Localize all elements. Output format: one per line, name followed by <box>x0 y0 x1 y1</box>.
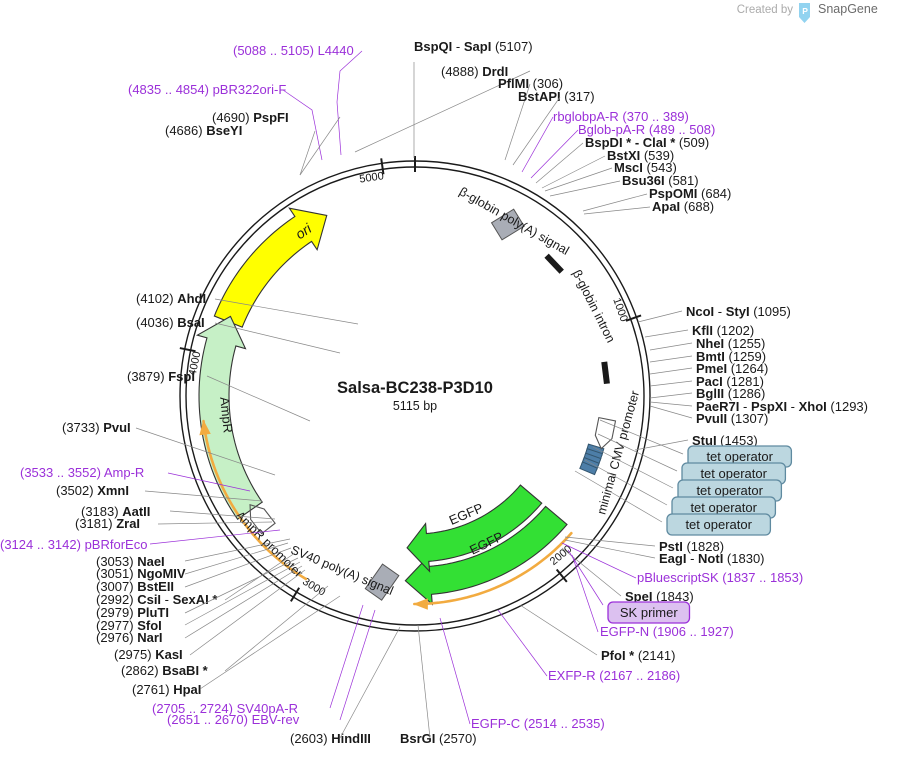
svg-text:(2862) BsaBI *: (2862) BsaBI * <box>121 663 209 678</box>
svg-text:tet operator: tet operator <box>690 500 757 515</box>
svg-text:tet operator: tet operator <box>685 517 752 532</box>
svg-text:EGFP-C (2514 .. 2535): EGFP-C (2514 .. 2535) <box>471 716 605 731</box>
svg-text:(4102) AhdI: (4102) AhdI <box>136 291 206 306</box>
svg-text:PvuII (1307): PvuII (1307) <box>696 411 768 426</box>
svg-text:(3124 .. 3142) pBRforEco: (3124 .. 3142) pBRforEco <box>0 537 147 552</box>
svg-text:tet operator: tet operator <box>696 483 763 498</box>
svg-text:(3733) PvuI: (3733) PvuI <box>62 420 131 435</box>
svg-text:PfoI * (2141): PfoI * (2141) <box>601 648 675 663</box>
svg-text:(2761) HpaI: (2761) HpaI <box>132 682 201 697</box>
svg-text:EXFP-R (2167 .. 2186): EXFP-R (2167 .. 2186) <box>548 668 680 683</box>
svg-text:BspQI - SapI (5107): BspQI - SapI (5107) <box>414 39 533 54</box>
svg-text:EagI - NotI (1830): EagI - NotI (1830) <box>659 551 765 566</box>
svg-text:(4036) BsaI: (4036) BsaI <box>136 315 205 330</box>
svg-text:BsrGI (2570): BsrGI (2570) <box>400 731 477 746</box>
svg-text:(4835 .. 4854) pBR322ori-F: (4835 .. 4854) pBR322ori-F <box>128 82 286 97</box>
svg-text:SnapGene: SnapGene <box>818 2 878 16</box>
svg-text:Created by: Created by <box>737 4 794 16</box>
svg-text:(2651 .. 2670) EBV-rev: (2651 .. 2670) EBV-rev <box>167 712 300 727</box>
svg-text:ApaI (688): ApaI (688) <box>652 199 714 214</box>
svg-text:(3502) XmnI: (3502) XmnI <box>56 483 129 498</box>
svg-text:pBluescriptSK (1837 .. 1853): pBluescriptSK (1837 .. 1853) <box>637 570 803 585</box>
svg-text:Salsa-BC238-P3D10: Salsa-BC238-P3D10 <box>337 379 493 397</box>
svg-text:SK primer: SK primer <box>620 605 678 620</box>
svg-text:(2603) HindIII: (2603) HindIII <box>290 731 371 746</box>
svg-text:tet operator: tet operator <box>700 466 767 481</box>
svg-text:tet operator: tet operator <box>706 449 773 464</box>
svg-text:5000: 5000 <box>359 170 385 185</box>
svg-text:EGFP-N (1906 .. 1927): EGFP-N (1906 .. 1927) <box>600 624 734 639</box>
svg-text:(5088 .. 5105) L4440: (5088 .. 5105) L4440 <box>233 43 354 58</box>
svg-text:(3879) FspI: (3879) FspI <box>127 369 195 384</box>
svg-text:β-globin poly(A) signal: β-globin poly(A) signal <box>457 185 572 258</box>
svg-text:(3533 .. 3552) Amp-R: (3533 .. 3552) Amp-R <box>20 465 144 480</box>
svg-text:(2975) KasI: (2975) KasI <box>114 647 183 662</box>
svg-text:P: P <box>802 6 808 16</box>
svg-text:1000: 1000 <box>610 296 630 323</box>
svg-text:β-globin intron: β-globin intron <box>570 268 618 345</box>
svg-text:NcoI - StyI (1095): NcoI - StyI (1095) <box>686 304 791 319</box>
svg-text:5115 bp: 5115 bp <box>393 399 437 413</box>
svg-text:(2976) NarI: (2976) NarI <box>96 630 163 645</box>
svg-text:(3181) ZraI: (3181) ZraI <box>75 516 140 531</box>
svg-text:(4686) BseYI: (4686) BseYI <box>165 123 242 138</box>
